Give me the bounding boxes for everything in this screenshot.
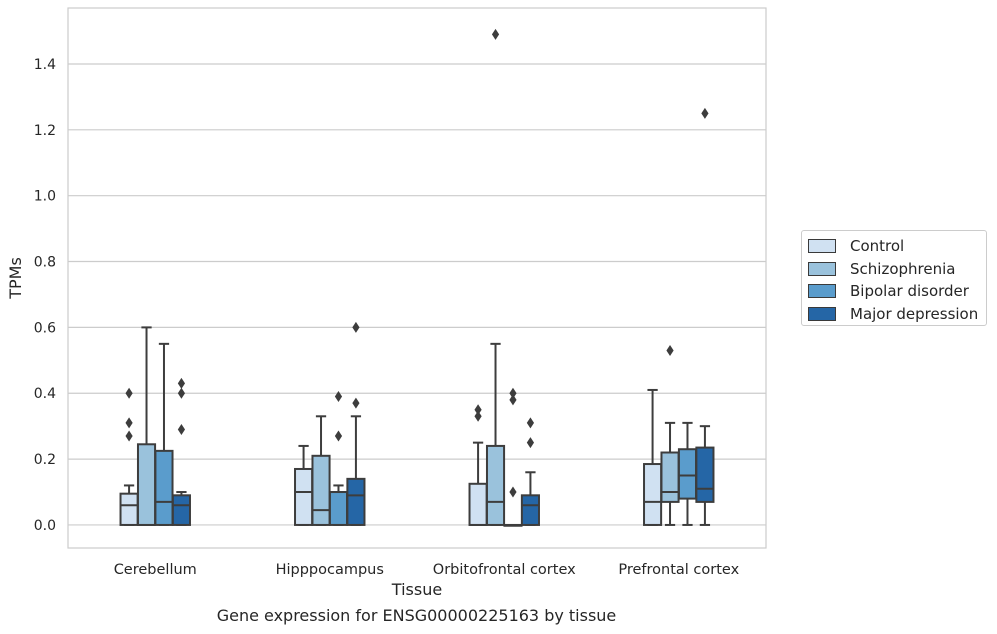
box — [695, 107, 715, 526]
legend-item-control: Control — [802, 235, 986, 258]
box — [643, 388, 663, 526]
box-iqr — [171, 494, 191, 526]
outlier-point — [474, 410, 482, 422]
box — [677, 421, 698, 526]
box — [520, 417, 540, 526]
box — [503, 387, 523, 527]
y-tick-label: 0.0 — [34, 518, 56, 534]
x-tick-label: Hipppocampus — [276, 562, 384, 578]
box — [136, 326, 157, 526]
series-bipolar-disorder — [154, 342, 698, 527]
box-iqr — [119, 492, 139, 526]
box-iqr — [695, 446, 715, 503]
outlier-point — [352, 321, 360, 333]
y-tick-label: 1.0 — [34, 189, 56, 205]
outlier-point — [666, 344, 674, 356]
y-tick-label: 0.8 — [34, 255, 56, 271]
chart-caption: Gene expression for ENSG00000225163 by t… — [216, 606, 617, 625]
box — [311, 415, 331, 526]
plot-area-frame — [67, 7, 767, 549]
legend-item-bipolar-disorder: Bipolar disorder — [802, 280, 986, 303]
box-iqr — [311, 454, 331, 526]
series-schizophrenia — [136, 28, 680, 526]
series-control — [119, 387, 663, 526]
outlier-point — [334, 430, 343, 442]
box — [346, 321, 366, 526]
box-iqr — [294, 467, 314, 526]
outlier-point — [177, 423, 186, 435]
legend: Control Schizophrenia Bipolar disorder M… — [801, 230, 987, 326]
box-iqr — [328, 491, 349, 526]
box-iqr — [136, 443, 157, 526]
x-axis-tick-labels: Cerebellum Hipppocampus Orbitofrontal cort… — [114, 562, 740, 578]
box — [294, 444, 314, 526]
legend-item-schizophrenia: Schizophrenia — [802, 258, 986, 281]
x-tick-label: Cerebellum — [114, 562, 197, 578]
legend-swatch-schizophrenia — [808, 261, 836, 276]
legend-swatch-bipolar-disorder — [808, 284, 836, 299]
outlier-point — [526, 417, 535, 429]
outlier-point — [352, 397, 360, 409]
box-iqr — [485, 444, 506, 526]
outlier-point — [509, 387, 517, 399]
legend-label-control: Control — [850, 237, 905, 256]
y-tick-label: 0.6 — [34, 320, 56, 336]
y-axis-label: TPMs — [6, 257, 25, 300]
box-series — [119, 28, 715, 527]
legend-swatch-control — [808, 239, 836, 254]
y-tick-label: 1.2 — [34, 123, 56, 139]
box-iqr — [520, 494, 540, 526]
outlier-point — [125, 387, 133, 399]
box-iqr — [677, 448, 698, 500]
outlier-point — [125, 417, 133, 429]
box-iqr — [346, 477, 366, 526]
box-iqr — [468, 482, 488, 526]
outlier-point — [334, 391, 343, 403]
box — [468, 404, 488, 526]
box — [485, 28, 506, 526]
outlier-point — [474, 404, 482, 416]
outlier-point — [509, 394, 517, 406]
outlier-point — [177, 387, 186, 399]
outlier-point — [526, 437, 535, 449]
box — [660, 344, 680, 526]
legend-label-major-depression: Major depression — [850, 304, 979, 323]
outlier-point — [701, 107, 709, 119]
series-major-depression — [171, 107, 715, 526]
x-axis-label: Tissue — [391, 580, 442, 599]
box — [328, 391, 349, 526]
box-iqr — [643, 463, 663, 526]
legend-swatch-major-depression — [808, 306, 836, 321]
outlier-point — [177, 377, 186, 389]
box — [119, 387, 139, 526]
outlier-point — [125, 430, 133, 442]
box-iqr — [660, 451, 680, 503]
x-tick-label: Prefrontal cortex — [618, 562, 739, 578]
outlier-point — [509, 486, 517, 498]
legend-label-schizophrenia: Schizophrenia — [850, 259, 956, 278]
y-axis-tick-labels: 0.0 0.2 0.4 0.6 0.8 1.0 1.2 1.4 — [34, 57, 56, 534]
box — [171, 377, 191, 526]
box — [154, 342, 174, 526]
legend-label-bipolar-disorder: Bipolar disorder — [850, 282, 969, 301]
legend-item-major-depression: Major depression — [802, 303, 986, 326]
y-tick-label: 0.4 — [34, 386, 56, 402]
x-tick-label: Orbitofrontal cortex — [433, 562, 576, 578]
y-tick-label: 0.2 — [34, 452, 56, 468]
outlier-point — [491, 28, 500, 40]
box-iqr — [154, 449, 174, 526]
y-tick-label: 1.4 — [34, 57, 56, 73]
